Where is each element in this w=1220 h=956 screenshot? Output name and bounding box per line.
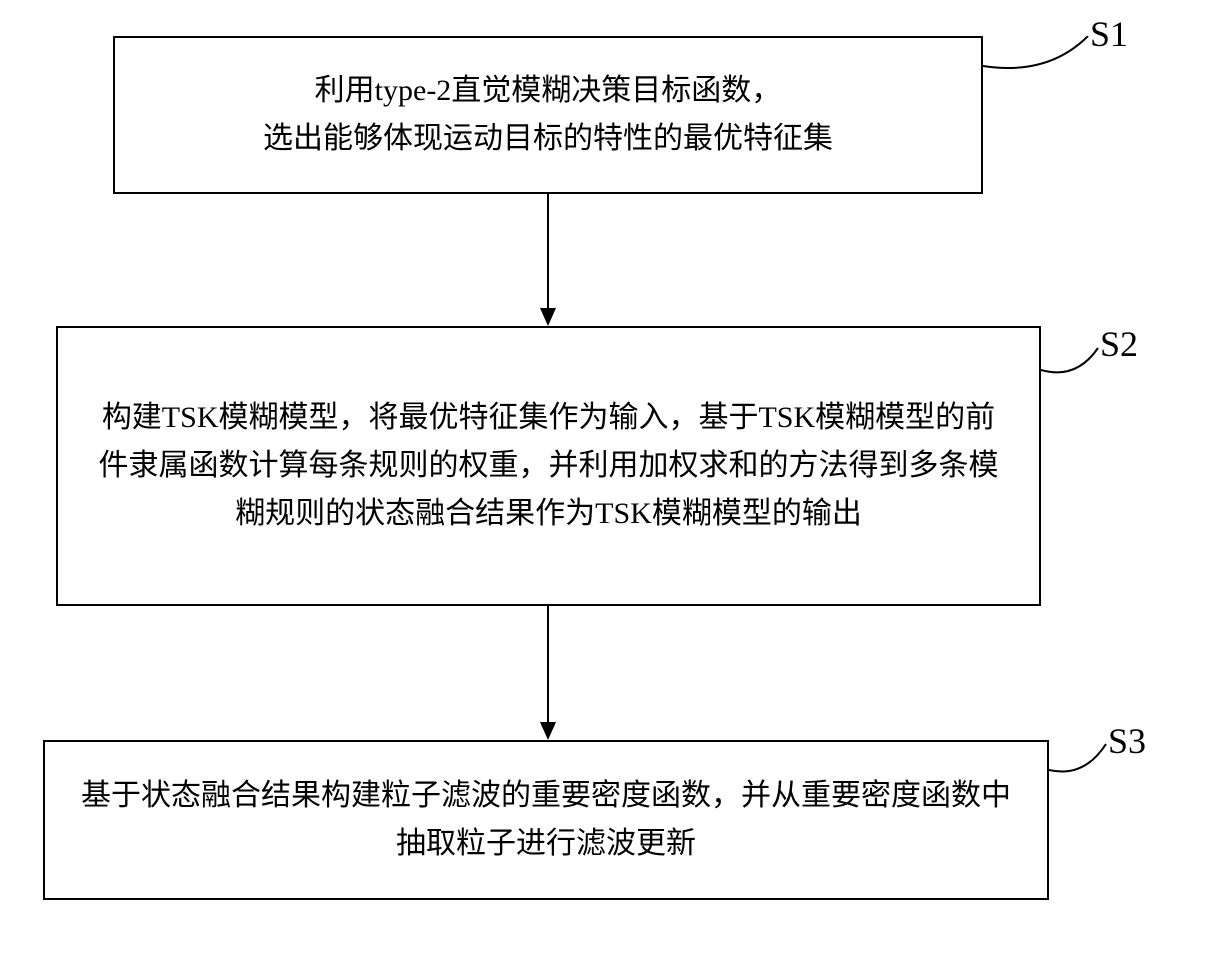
connector-curve-s2 <box>1041 340 1103 380</box>
step-label-s3: S3 <box>1108 720 1146 762</box>
flowchart: 利用type-2直觉模糊决策目标函数，选出能够体现运动目标的特性的最优特征集 S… <box>0 0 1220 956</box>
flow-step-1: 利用type-2直觉模糊决策目标函数，选出能够体现运动目标的特性的最优特征集 <box>113 36 983 194</box>
step-label-s2: S2 <box>1100 323 1138 365</box>
connector-curve-s1 <box>983 36 1093 76</box>
step-label-s1: S1 <box>1090 13 1128 55</box>
flow-step-3-text: 基于状态融合结果构建粒子滤波的重要密度函数，并从重要密度函数中抽取粒子进行滤波更… <box>75 772 1017 868</box>
flow-step-3: 基于状态融合结果构建粒子滤波的重要密度函数，并从重要密度函数中抽取粒子进行滤波更… <box>43 740 1049 900</box>
connector-curve-s3 <box>1049 738 1111 778</box>
flow-step-1-text: 利用type-2直觉模糊决策目标函数，选出能够体现运动目标的特性的最优特征集 <box>263 67 833 163</box>
flow-arrow-1 <box>538 194 558 326</box>
flow-step-2: 构建TSK模糊模型，将最优特征集作为输入，基于TSK模糊模型的前件隶属函数计算每… <box>56 326 1041 606</box>
flow-step-2-text: 构建TSK模糊模型，将最优特征集作为输入，基于TSK模糊模型的前件隶属函数计算每… <box>88 394 1009 538</box>
flow-arrow-2 <box>538 606 558 740</box>
